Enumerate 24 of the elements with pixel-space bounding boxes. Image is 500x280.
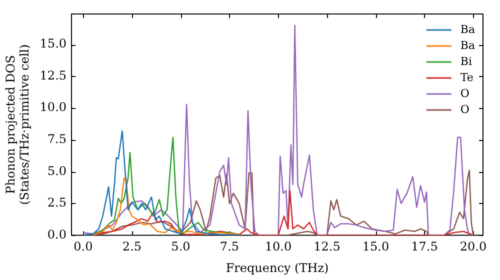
legend-label: Ba [460, 22, 476, 36]
legend-label: O [460, 102, 470, 116]
legend-label: Bi [460, 54, 472, 68]
legend-label: Ba [460, 38, 476, 52]
legend-label: Te [460, 70, 474, 84]
y-axis-title: Phonon projected DOS (States/THz·primitive cell) [3, 44, 32, 205]
y-tick-label: 7.5 [47, 132, 67, 146]
x-tick-label: 5.0 [171, 240, 190, 254]
x-tick-label: 2.5 [122, 240, 142, 254]
x-tick-label: 20.0 [460, 240, 487, 254]
y-tick-label: 15.0 [40, 36, 67, 51]
legend-label: O [460, 86, 470, 100]
y-tick-label: 12.5 [40, 68, 67, 82]
y-tick-label: 10.0 [40, 100, 67, 114]
x-tick-label: 17.5 [411, 240, 438, 254]
x-tick-label: 15.0 [362, 240, 390, 254]
x-tick-label: 7.5 [220, 240, 240, 254]
x-axis-title: Frequency (THz) [226, 260, 329, 275]
x-tick-label: 10.0 [264, 240, 292, 254]
y-tick-label: 0.0 [47, 227, 67, 242]
y-tick-label: 2.5 [47, 196, 67, 210]
x-tick-label: 0.0 [74, 240, 93, 254]
x-tick-label: 12.5 [314, 240, 340, 254]
y-tick-label: 5.0 [47, 164, 67, 178]
